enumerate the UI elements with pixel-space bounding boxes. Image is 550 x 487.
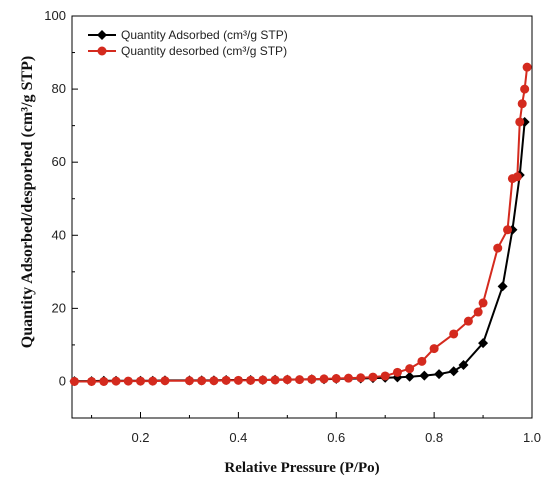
series-line-adsorbed xyxy=(74,121,526,383)
desorbed-point xyxy=(520,84,530,94)
desorbed-point xyxy=(233,375,243,385)
desorbed-point xyxy=(392,367,402,377)
legend: Quantity Adsorbed (cm³/g STP) Quantity d… xyxy=(88,28,288,58)
series-line-desorbed xyxy=(74,67,529,383)
x-axis-ticks: 0.2 0.4 0.6 0.8 1.0 xyxy=(91,412,541,445)
adsorbed-point xyxy=(458,360,469,371)
desorbed-point xyxy=(270,375,280,385)
desorbed-point xyxy=(197,376,207,386)
adsorbed-point xyxy=(448,366,459,377)
x-tick-label: 0.2 xyxy=(131,430,149,445)
desorbed-point xyxy=(136,376,146,386)
legend-label-adsorbed: Quantity Adsorbed (cm³/g STP) xyxy=(121,28,288,42)
series-layer xyxy=(69,62,532,387)
desorbed-point xyxy=(160,376,170,386)
desorbed-point xyxy=(380,371,390,381)
desorbed-point xyxy=(368,372,378,382)
y-tick-label: 20 xyxy=(52,300,66,315)
desorbed-point xyxy=(258,375,268,385)
desorbed-point xyxy=(429,344,439,354)
x-tick-label: 0.4 xyxy=(229,430,247,445)
desorbed-point xyxy=(123,376,133,386)
desorbed-point xyxy=(463,316,473,326)
desorbed-point xyxy=(343,373,353,383)
y-tick-label: 0 xyxy=(59,373,66,388)
x-tick-label: 0.6 xyxy=(327,430,345,445)
desorbed-point xyxy=(515,117,525,127)
desorbed-point xyxy=(87,376,97,386)
desorbed-point xyxy=(417,356,427,366)
y-axis-ticks: 0 20 40 60 80 100 xyxy=(44,8,78,388)
adsorbed-point xyxy=(497,281,508,292)
adsorbed-point xyxy=(478,338,489,349)
desorbed-point xyxy=(478,298,488,308)
desorbed-point xyxy=(522,62,532,72)
desorbed-point xyxy=(209,376,219,386)
y-tick-label: 40 xyxy=(52,227,66,242)
desorbed-point xyxy=(246,375,256,385)
adsorbed-point xyxy=(419,370,430,381)
desorbed-point xyxy=(295,375,305,385)
desorbed-point xyxy=(517,99,527,109)
plot-frame xyxy=(71,15,533,419)
adsorbed-point xyxy=(404,371,415,382)
y-tick-label: 80 xyxy=(52,81,66,96)
desorbed-point xyxy=(512,172,522,182)
desorbed-point xyxy=(221,375,231,385)
desorbed-point xyxy=(405,364,415,374)
desorbed-point xyxy=(319,374,329,384)
desorbed-point xyxy=(148,376,158,386)
desorbed-point xyxy=(493,243,503,253)
desorbed-point xyxy=(99,376,109,386)
legend-label-desorbed: Quantity desorbed (cm³/g STP) xyxy=(121,44,287,58)
legend-marker-desorbed xyxy=(97,46,107,56)
x-tick-label: 0.8 xyxy=(425,430,443,445)
desorbed-point xyxy=(282,375,292,385)
adsorbed-point xyxy=(434,369,445,380)
desorbed-point xyxy=(69,376,79,386)
x-tick-label: 1.0 xyxy=(523,430,541,445)
desorbed-point xyxy=(356,373,366,383)
y-tick-label: 60 xyxy=(52,154,66,169)
desorbed-point xyxy=(184,376,194,386)
desorbed-point xyxy=(503,225,513,235)
desorbed-point xyxy=(111,376,121,386)
y-tick-label: 100 xyxy=(44,8,66,23)
x-axis-label: Relative Pressure (P/Po) xyxy=(224,460,379,476)
legend-marker-adsorbed xyxy=(97,30,107,40)
desorbed-point xyxy=(331,374,341,384)
y-axis-label: Quantity Adsorbed/desporbed (cm³/g STP) xyxy=(19,56,36,348)
desorbed-point xyxy=(473,307,483,317)
desorbed-point xyxy=(449,329,459,339)
desorbed-point xyxy=(307,374,317,384)
